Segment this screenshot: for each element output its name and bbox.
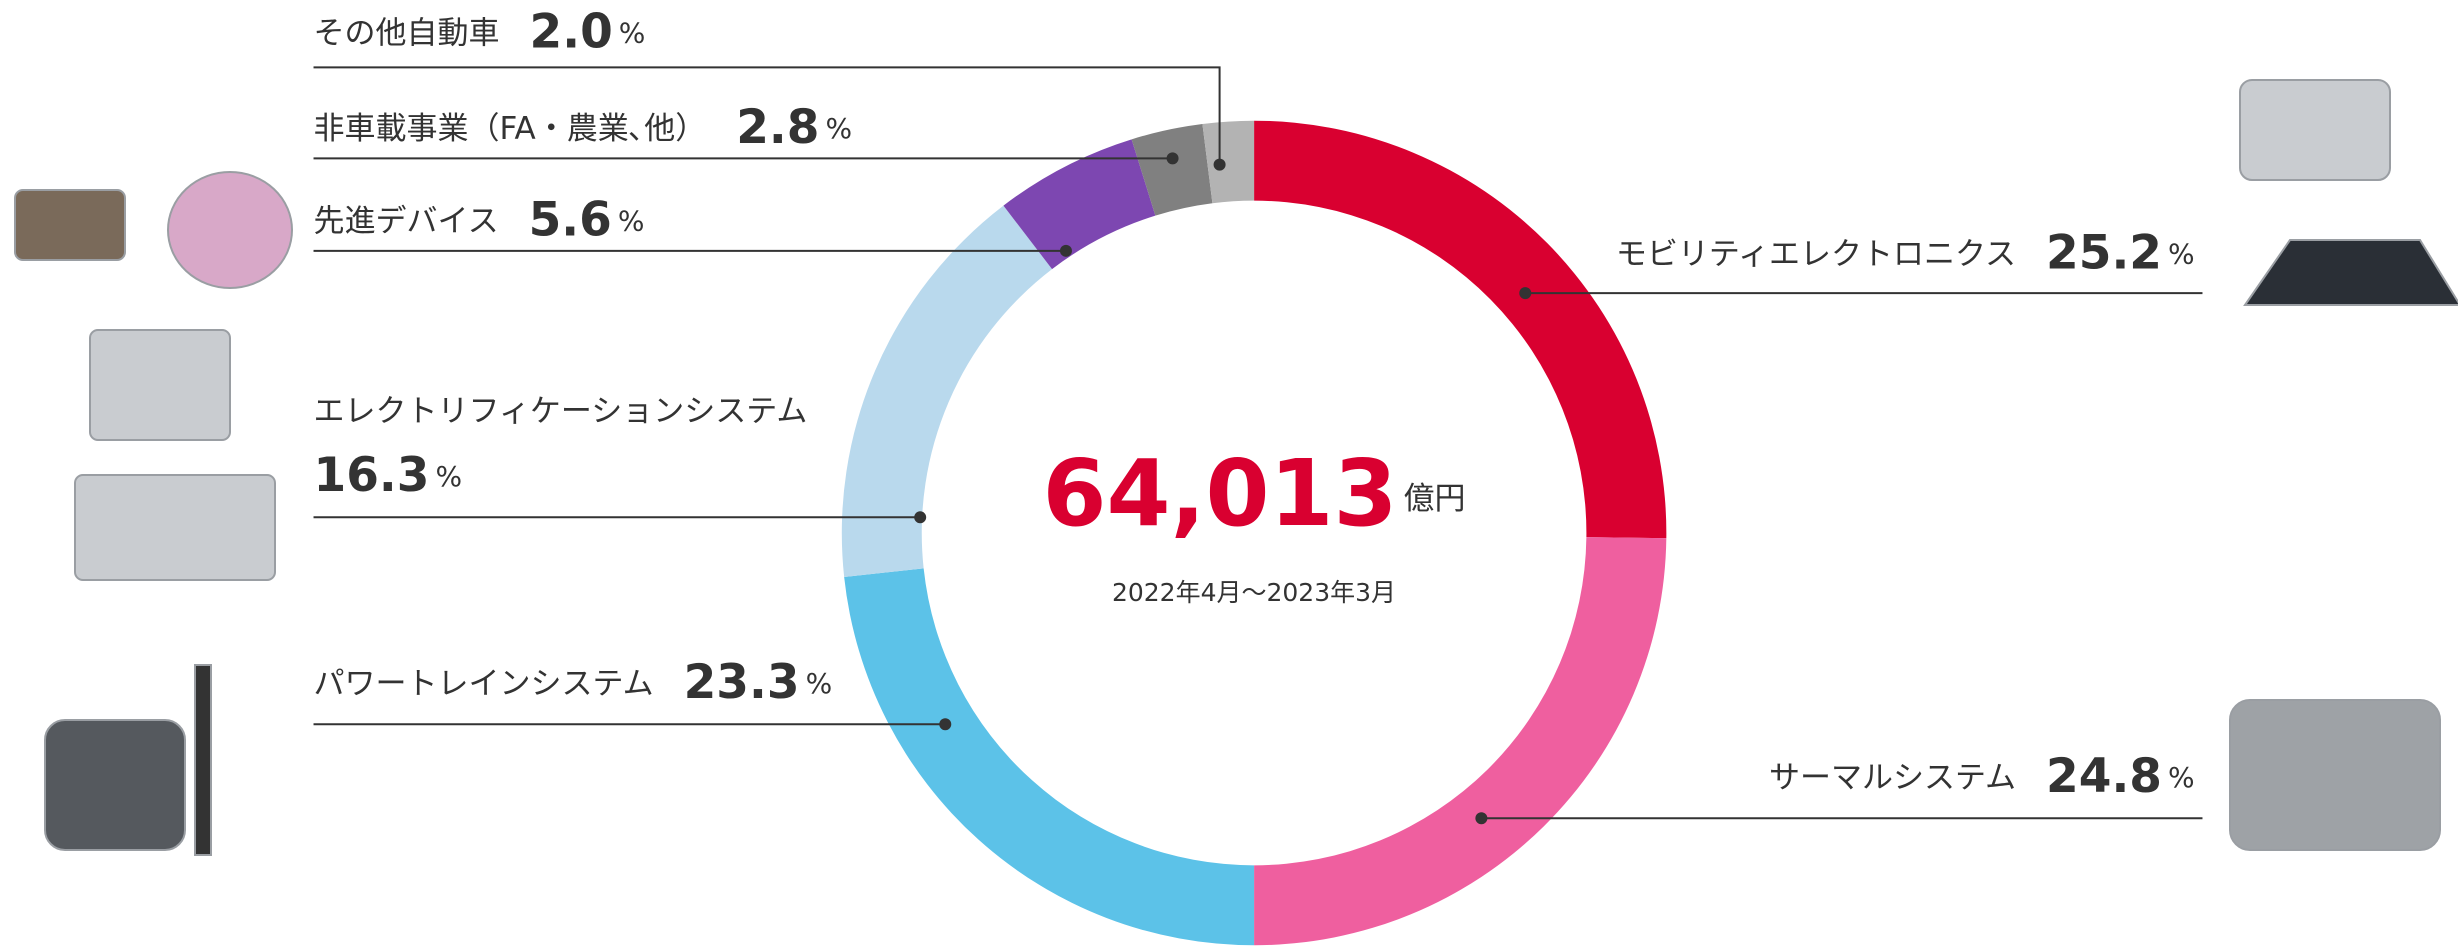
product-image bbox=[194, 664, 212, 856]
donut-segment bbox=[1202, 120, 1255, 204]
leader-dot bbox=[939, 718, 952, 731]
product-image bbox=[74, 474, 276, 581]
unit-label: % bbox=[2168, 761, 2195, 794]
product-image bbox=[44, 719, 186, 851]
leader-dot bbox=[1519, 287, 1532, 300]
category-name: 先進デバイス bbox=[314, 203, 499, 239]
leader-dot bbox=[1475, 812, 1488, 825]
value-label: 25.2 bbox=[2046, 225, 2162, 280]
labels: モビリティエレクトロニクス 25.2 %サーマルシステム 24.8 %パワートレインシス… bbox=[314, 4, 2195, 804]
segment-label: サーマルシステム 24.8% bbox=[1769, 749, 2195, 804]
value-label: 23.3 bbox=[684, 655, 800, 710]
product-image bbox=[2229, 699, 2441, 851]
leader-line bbox=[313, 66, 1221, 165]
total-unit: 億円 bbox=[1404, 481, 1466, 517]
unit-label: % bbox=[806, 667, 833, 700]
value-label: 2.8 bbox=[736, 100, 819, 155]
unit-label: % bbox=[435, 460, 462, 493]
category-name: エレクトリフィケーションシステム bbox=[314, 393, 808, 429]
total-value: 64,013 bbox=[1042, 440, 1397, 547]
period: 2022年4月～2023年3月 bbox=[1112, 578, 1396, 607]
donut-segment bbox=[1254, 537, 1667, 946]
product-image bbox=[89, 329, 231, 441]
unit-label: % bbox=[619, 16, 646, 49]
product-images bbox=[14, 79, 2458, 856]
value-label: 5.6 bbox=[529, 192, 612, 247]
product-image bbox=[2243, 239, 2458, 306]
value-label: 24.8 bbox=[2046, 749, 2162, 804]
segment-label: エレクトリフィケーションシステム bbox=[314, 393, 808, 429]
unit-label: % bbox=[618, 205, 645, 238]
leader-lines bbox=[313, 66, 2203, 825]
donut-segment bbox=[1131, 123, 1213, 216]
donut-segment bbox=[841, 205, 1053, 577]
segment-label: 先進デバイス 5.6% bbox=[314, 192, 645, 247]
category-name: サーマルシステム bbox=[1769, 760, 2016, 796]
category-name: 非車載事業（FA・農業､他） bbox=[314, 111, 707, 147]
segment-label: パワートレインシステム 23.3% bbox=[314, 655, 833, 710]
donut bbox=[841, 120, 1667, 946]
leader-dot bbox=[1166, 152, 1179, 165]
category-name: その他自動車 bbox=[314, 15, 500, 51]
segment-label: モビリティエレクトロニクス 25.2% bbox=[1616, 225, 2195, 280]
segment-label: その他自動車 2.0% bbox=[314, 4, 646, 59]
category-name: モビリティエレクトロニクス bbox=[1616, 236, 2016, 272]
unit-label: % bbox=[825, 112, 852, 145]
product-image bbox=[14, 189, 126, 261]
value-label: 16.3 bbox=[314, 448, 430, 503]
donut-segment bbox=[1254, 120, 1667, 539]
category-name: パワートレインシステム bbox=[314, 666, 654, 702]
segment-label: 非車載事業（FA・農業､他） 2.8% bbox=[314, 100, 853, 155]
leader-dot bbox=[1213, 158, 1226, 171]
donut-segment bbox=[1003, 139, 1156, 270]
segment-label: 16.3% bbox=[314, 448, 463, 503]
product-image bbox=[167, 171, 293, 289]
unit-label: % bbox=[2168, 238, 2195, 271]
donut-segment bbox=[844, 568, 1255, 946]
product-image bbox=[2239, 79, 2391, 181]
leader-dot bbox=[1059, 244, 1072, 257]
value-label: 2.0 bbox=[530, 4, 613, 59]
leader-dot bbox=[914, 511, 927, 524]
center-total: 64,013 億円 bbox=[1042, 440, 1465, 547]
